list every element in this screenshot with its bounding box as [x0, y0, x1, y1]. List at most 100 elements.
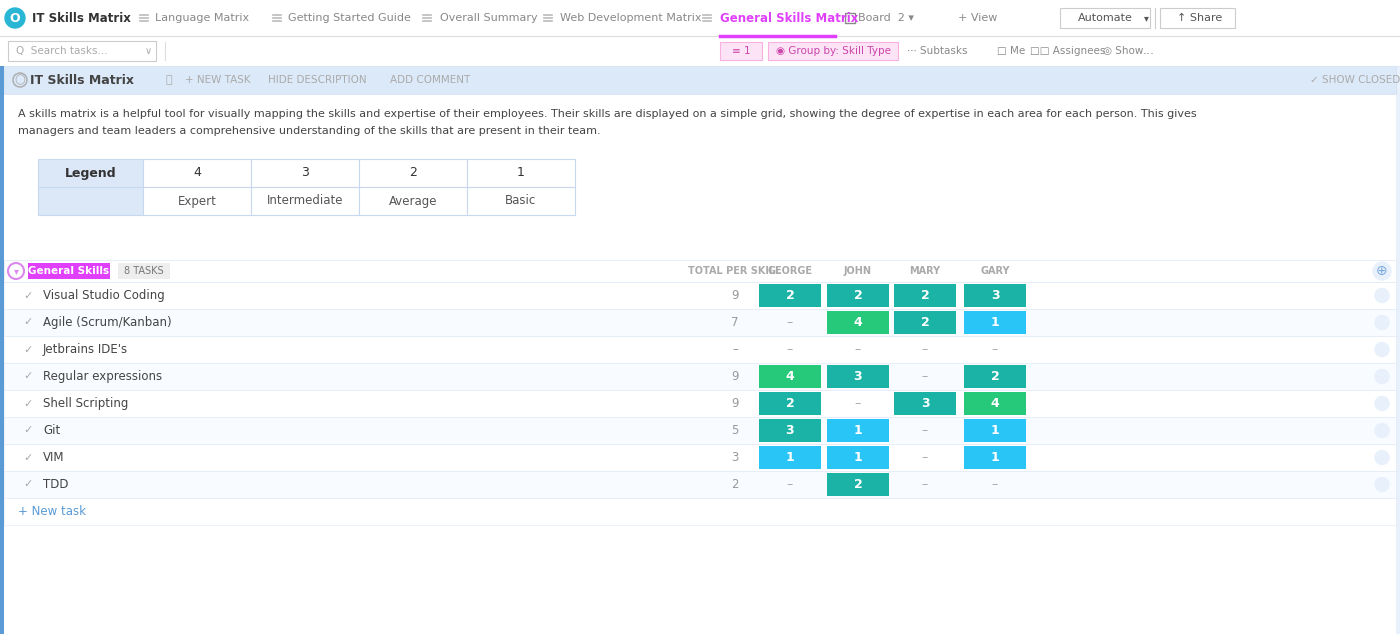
Bar	[759, 392, 820, 415]
Bar	[1161, 8, 1235, 28]
Bar	[4, 66, 1396, 94]
Bar	[827, 446, 889, 469]
Bar	[28, 263, 111, 279]
Text: ✓: ✓	[24, 425, 32, 436]
Text: 1: 1	[854, 451, 862, 464]
Text: Jetbrains IDE's: Jetbrains IDE's	[43, 343, 129, 356]
Text: 1: 1	[785, 451, 794, 464]
Text: 2: 2	[785, 397, 794, 410]
Bar	[468, 159, 575, 187]
Bar	[759, 365, 820, 388]
Text: ✓: ✓	[24, 372, 32, 382]
Text: Average: Average	[389, 195, 437, 207]
Bar	[827, 473, 889, 496]
Text: Language Matrix: Language Matrix	[155, 13, 249, 23]
Text: Web Development Matrix: Web Development Matrix	[560, 13, 701, 23]
Bar	[143, 159, 251, 187]
Text: Regular expressions: Regular expressions	[43, 370, 162, 383]
Text: –: –	[921, 424, 928, 437]
Bar	[4, 336, 1396, 363]
Text: ✓: ✓	[24, 399, 32, 408]
Text: ≡ 1: ≡ 1	[732, 46, 750, 56]
Text: 2: 2	[854, 478, 862, 491]
Bar	[965, 284, 1026, 307]
Bar	[0, 36, 1400, 66]
Bar	[965, 311, 1026, 334]
Text: ✓: ✓	[24, 290, 32, 301]
Text: VIM: VIM	[43, 451, 64, 464]
Text: ⓘ: ⓘ	[165, 75, 172, 85]
Bar	[4, 471, 1396, 498]
Text: –: –	[921, 343, 928, 356]
Text: 9: 9	[731, 370, 739, 383]
Text: O: O	[10, 11, 21, 25]
Text: –: –	[991, 343, 998, 356]
Bar	[965, 419, 1026, 442]
Text: –: –	[732, 343, 738, 356]
Bar	[251, 187, 358, 215]
Text: ...: ...	[1142, 44, 1155, 58]
Text: 2: 2	[854, 289, 862, 302]
Text: Intermediate: Intermediate	[267, 195, 343, 207]
Text: 4: 4	[854, 316, 862, 329]
Text: 3: 3	[991, 289, 1000, 302]
Bar	[895, 284, 956, 307]
Text: Getting Started Guide: Getting Started Guide	[288, 13, 410, 23]
Bar	[827, 419, 889, 442]
Text: –: –	[855, 397, 861, 410]
Bar	[8, 41, 155, 61]
Circle shape	[1375, 342, 1389, 356]
Bar	[358, 187, 468, 215]
Bar	[4, 444, 1396, 471]
Text: + NEW TASK: + NEW TASK	[185, 75, 251, 85]
Text: ∨: ∨	[146, 46, 153, 56]
Bar	[4, 260, 1396, 282]
Text: 2: 2	[921, 289, 930, 302]
Circle shape	[1375, 316, 1389, 330]
Text: GEORGE: GEORGE	[767, 266, 812, 276]
Text: □□ Assignees: □□ Assignees	[1030, 46, 1106, 56]
Text: –: –	[787, 343, 794, 356]
Text: 2: 2	[409, 167, 417, 179]
Text: TOTAL PER SKILL: TOTAL PER SKILL	[689, 266, 781, 276]
Text: ADD COMMENT: ADD COMMENT	[391, 75, 470, 85]
Bar	[38, 187, 143, 215]
Text: 4: 4	[991, 397, 1000, 410]
Text: Agile (Scrum/Kanban): Agile (Scrum/Kanban)	[43, 316, 172, 329]
Text: 4: 4	[193, 167, 202, 179]
Bar	[759, 284, 820, 307]
Circle shape	[6, 8, 25, 28]
Bar	[118, 263, 169, 279]
Bar	[251, 159, 358, 187]
Bar	[827, 365, 889, 388]
Text: ✓: ✓	[24, 453, 32, 462]
Text: + View: + View	[958, 13, 997, 23]
Text: –: –	[991, 478, 998, 491]
Text: Shell Scripting: Shell Scripting	[43, 397, 129, 410]
Text: 7: 7	[731, 316, 739, 329]
Text: TDD: TDD	[43, 478, 69, 491]
Text: 9: 9	[731, 397, 739, 410]
Circle shape	[1375, 451, 1389, 465]
Text: Q  Search tasks...: Q Search tasks...	[15, 46, 108, 56]
Text: Board  2 ▾: Board 2 ▾	[858, 13, 914, 23]
Bar	[4, 282, 1396, 309]
Text: IT Skills Matrix: IT Skills Matrix	[32, 11, 130, 25]
Text: Expert: Expert	[178, 195, 217, 207]
Bar	[895, 311, 956, 334]
Text: Basic: Basic	[505, 195, 536, 207]
Circle shape	[1373, 262, 1392, 280]
Text: –: –	[855, 343, 861, 356]
Text: 2: 2	[991, 370, 1000, 383]
Text: □ Me: □ Me	[997, 46, 1025, 56]
Text: ✓ SHOW CLOSED: ✓ SHOW CLOSED	[1310, 75, 1400, 85]
Text: ▾: ▾	[1144, 13, 1149, 23]
Text: –: –	[787, 478, 794, 491]
Text: 3: 3	[921, 397, 930, 410]
Text: GARY: GARY	[980, 266, 1009, 276]
Circle shape	[1375, 396, 1389, 410]
Text: ✓: ✓	[24, 318, 32, 328]
Bar	[0, 66, 4, 634]
Bar	[468, 187, 575, 215]
Text: 3: 3	[301, 167, 309, 179]
